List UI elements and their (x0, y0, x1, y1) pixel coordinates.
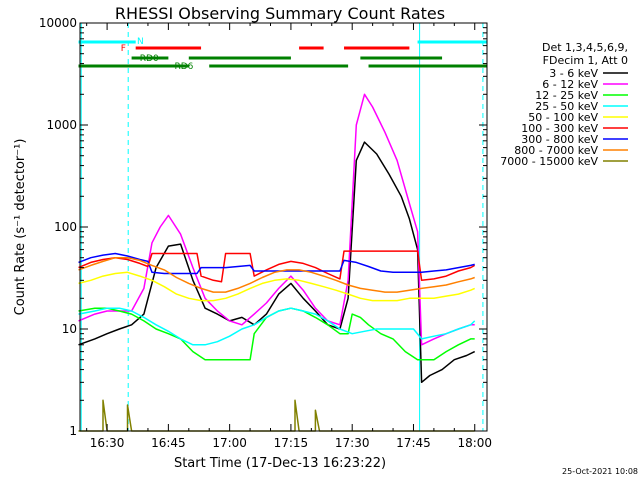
y-axis-label: Count Rate (s⁻¹ detector⁻¹) (13, 139, 28, 316)
legend-label-25-50-kev: 25 - 50 keV (535, 100, 598, 113)
y-tick-label: 100 (54, 220, 77, 234)
y-tick-label: 10000 (39, 16, 77, 30)
flag-label-f: F (121, 44, 126, 54)
timestamp: 25-Oct-2021 10:08 (562, 467, 638, 476)
x-tick-label: 17:30 (335, 436, 370, 450)
legend-label-100-300-kev: 100 - 300 keV (521, 122, 598, 135)
legend: Det 1,3,4,5,6,9,FDecim 1, Att 03 - 6 keV… (500, 41, 628, 168)
legend-label-3-6-kev: 3 - 6 keV (549, 67, 598, 80)
x-tick-label: 17:15 (274, 436, 309, 450)
series-line-6-12-kev (78, 93, 475, 346)
y-tick-label: 1000 (46, 118, 77, 132)
series-line-50-100-kev (78, 271, 476, 302)
y-ticks: 1 10 100 1000 10000 (39, 16, 487, 438)
x-tick-label: 17:00 (212, 436, 247, 450)
series-line-25-50-kev (78, 307, 476, 346)
series-line-100-300-kev (78, 250, 476, 283)
legend-label-800-7000-kev: 800 - 7000 keV (514, 144, 598, 157)
flag-label-n: N (137, 37, 144, 47)
flag-bars: N F RD0 RD6 (78, 23, 487, 431)
x-tick-label: 16:30 (90, 436, 125, 450)
x-tick-label: 18:00 (457, 436, 492, 450)
x-tick-label: 16:45 (151, 436, 186, 450)
x-ticks: 16:30 16:45 17:00 17:15 17:30 17:45 18:00 (86, 23, 492, 450)
x-tick-label: 17:45 (396, 436, 431, 450)
legend-label-6-12-kev: 6 - 12 keV (542, 78, 598, 91)
series-lines (78, 93, 476, 432)
legend-header: FDecim 1, Att 0 (543, 54, 628, 67)
flag-label-rd6: RD6 (174, 62, 193, 72)
legend-label-7000-15000-kev: 7000 - 15000 keV (500, 155, 598, 168)
flag-label-rd0: RD0 (140, 54, 159, 64)
y-tick-label: 1 (69, 424, 77, 438)
legend-label-12-25-kev: 12 - 25 keV (535, 89, 598, 102)
legend-label-50-100-kev: 50 - 100 keV (528, 111, 598, 124)
legend-header: Det 1,3,4,5,6,9, (542, 41, 628, 54)
legend-label-300-800-kev: 300 - 800 keV (521, 133, 598, 146)
series-line-800-7000-kev (78, 256, 475, 293)
y-tick-label: 10 (62, 322, 77, 336)
chart-title: RHESSI Observing Summary Count Rates (115, 4, 445, 23)
x-axis-label: Start Time (17-Dec-13 16:23:22) (174, 456, 386, 471)
